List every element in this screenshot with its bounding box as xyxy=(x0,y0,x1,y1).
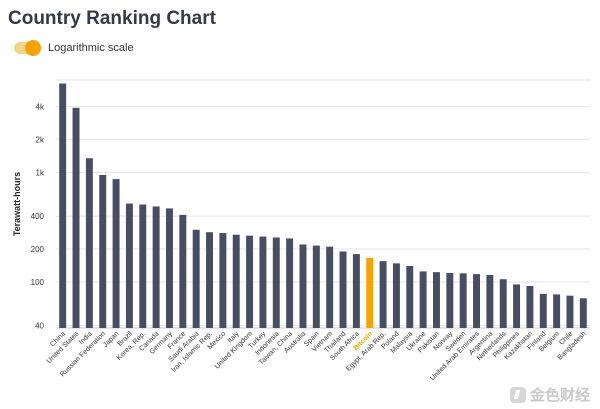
bar xyxy=(352,254,360,328)
watermark-text: 金色财经 xyxy=(529,386,590,404)
chart-title: Country Ranking Chart xyxy=(8,8,216,29)
bar xyxy=(339,251,347,328)
log-scale-toggle[interactable] xyxy=(14,40,41,56)
bar xyxy=(192,229,200,328)
bar xyxy=(406,265,414,328)
bar xyxy=(366,257,374,328)
bar xyxy=(139,204,147,328)
y-tick-label: 200 xyxy=(31,245,45,254)
toggle-knob xyxy=(25,40,41,56)
bar xyxy=(326,246,334,328)
bar xyxy=(286,238,294,328)
bar xyxy=(59,83,67,328)
watermark: 金色财经 xyxy=(509,384,590,405)
bar xyxy=(392,263,400,328)
bar xyxy=(299,244,307,328)
bar xyxy=(166,208,173,328)
bar xyxy=(499,279,507,328)
bar xyxy=(72,107,80,328)
bar xyxy=(473,274,480,328)
bar xyxy=(246,235,254,328)
bar xyxy=(272,237,280,328)
bar xyxy=(85,158,93,328)
bar xyxy=(526,285,534,328)
y-tick-label: 100 xyxy=(31,278,45,287)
y-tick-label: 2k xyxy=(36,136,45,145)
bar xyxy=(112,179,120,328)
bar xyxy=(125,203,133,328)
bar xyxy=(433,272,440,328)
bar xyxy=(486,274,494,328)
bar xyxy=(539,293,547,328)
y-tick-label: 40 xyxy=(35,322,44,331)
bar xyxy=(99,174,107,328)
bar xyxy=(419,271,427,328)
bar xyxy=(459,273,467,328)
bar xyxy=(579,298,587,328)
bar xyxy=(566,295,574,328)
y-tick-label: 400 xyxy=(31,212,45,221)
y-axis-title: Terawatt-hours xyxy=(12,172,22,236)
log-scale-toggle-row[interactable]: Logarithmic scale xyxy=(14,40,134,56)
bar xyxy=(232,234,240,328)
log-scale-label: Logarithmic scale xyxy=(48,42,134,54)
watermark-logo-icon xyxy=(509,386,526,403)
bar xyxy=(219,233,227,328)
bar xyxy=(446,272,454,328)
bar xyxy=(379,261,387,328)
bar xyxy=(513,284,521,328)
bar xyxy=(206,232,213,328)
bar xyxy=(179,214,187,328)
bar xyxy=(152,206,160,328)
bar xyxy=(312,245,320,328)
y-tick-label: 4k xyxy=(36,103,45,112)
bar xyxy=(553,294,561,328)
y-tick-label: 1k xyxy=(36,169,45,178)
bar xyxy=(259,236,267,328)
